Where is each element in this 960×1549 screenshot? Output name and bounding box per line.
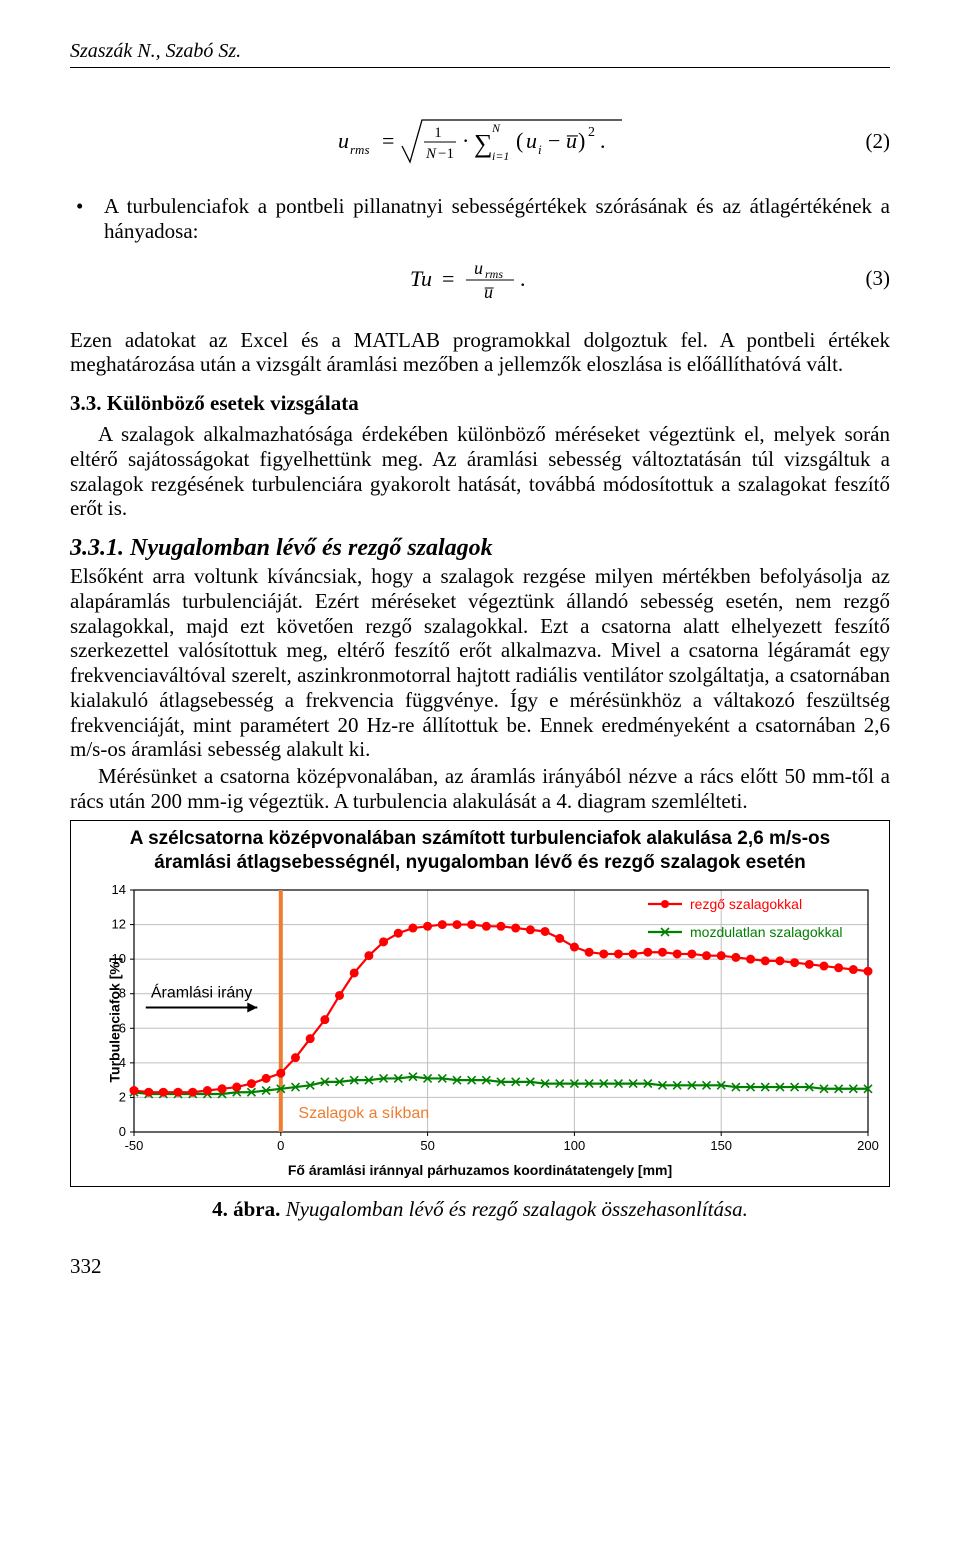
eq2-label: (2) <box>866 129 891 154</box>
figure-4-title: A szélcsatorna középvonalában számított … <box>120 827 840 875</box>
eq2-svg: u rms = 1 N −1 · ∑ N i=1 ( u i − u̅ ) 2 … <box>330 112 630 170</box>
svg-text:): ) <box>578 128 585 153</box>
svg-text:1: 1 <box>434 125 442 141</box>
page-number: 332 <box>70 1254 890 1279</box>
chart-area: Turbulenciafok [%] 02468101214-500501001… <box>80 880 880 1160</box>
svg-text:100: 100 <box>564 1138 586 1153</box>
svg-text:-50: -50 <box>125 1138 144 1153</box>
equation-3: Tu = u rms u̅ . (3) <box>70 254 890 304</box>
svg-text:2: 2 <box>588 125 595 140</box>
svg-text:−1: −1 <box>438 146 454 162</box>
svg-text:12: 12 <box>112 917 126 932</box>
svg-text:u: u <box>526 128 537 153</box>
svg-text:(: ( <box>516 128 523 153</box>
svg-text:i: i <box>538 142 542 157</box>
section-3-3-heading: 3.3. Különböző esetek vizsgálata <box>70 391 890 416</box>
svg-text:∑: ∑ <box>474 129 493 158</box>
svg-text:rms: rms <box>485 267 503 281</box>
subsection-3-3-1-heading: 3.3.1. Nyugalomban lévő és rezgő szalago… <box>70 535 890 562</box>
equation-2: u rms = 1 N −1 · ∑ N i=1 ( u i − u̅ ) 2 … <box>70 112 890 170</box>
svg-text:200: 200 <box>857 1138 879 1153</box>
svg-text:N: N <box>425 146 437 162</box>
figure-4-svg: 02468101214-50050100150200rezgő szalagok… <box>80 880 880 1160</box>
svg-text:14: 14 <box>112 882 126 897</box>
svg-text:u: u <box>474 258 483 278</box>
section-3-3-body: A szalagok alkalmazhatósága érdekében kü… <box>70 422 890 521</box>
svg-text:−: − <box>548 128 560 153</box>
svg-text:rms: rms <box>350 142 370 157</box>
svg-text:i=1: i=1 <box>492 149 509 163</box>
svg-text:Tu: Tu <box>410 266 432 291</box>
subsection-3-3-1-body1: Elsőként arra voltunk kíváncsiak, hogy a… <box>70 564 890 762</box>
bullet-turbulenciafok: • A turbulenciafok a pontbeli pillanatny… <box>70 194 890 244</box>
figure-4: A szélcsatorna középvonalában számított … <box>70 820 890 1188</box>
svg-text:=: = <box>382 128 394 153</box>
svg-text:u̅: u̅ <box>566 128 578 153</box>
caption-text: Nyugalomban lévő és rezgő szalagok össze… <box>280 1197 748 1221</box>
bullet-text: A turbulenciafok a pontbeli pillanatnyi … <box>104 194 890 244</box>
svg-text:mozdulatlan szalagokkal: mozdulatlan szalagokkal <box>690 924 843 940</box>
y-axis-label: Turbulenciafok [%] <box>106 958 122 1083</box>
svg-text:2: 2 <box>119 1090 126 1105</box>
bullet-dot: • <box>70 194 104 244</box>
svg-text:150: 150 <box>710 1138 732 1153</box>
svg-text:u̅: u̅ <box>484 282 494 302</box>
subsection-3-3-1-body2: Mérésünket a csatorna középvonalában, az… <box>70 764 890 814</box>
svg-text:rezgő szalagokkal: rezgő szalagokkal <box>690 896 802 912</box>
svg-text:0: 0 <box>277 1138 284 1153</box>
svg-text:50: 50 <box>420 1138 434 1153</box>
figure-4-caption: 4. ábra. Nyugalomban lévő és rezgő szala… <box>70 1197 890 1222</box>
eq3-label: (3) <box>866 266 891 291</box>
para-after-eq3: Ezen adatokat az Excel és a MATLAB progr… <box>70 328 890 378</box>
eq3-svg: Tu = u rms u̅ . <box>400 254 560 304</box>
svg-text:.: . <box>600 128 606 153</box>
svg-text:N: N <box>491 121 501 135</box>
header-authors: Szaszák N., Szabó Sz. <box>70 40 890 68</box>
svg-text:Áramlási irány: Áramlási irány <box>151 983 252 1002</box>
x-axis-label: Fő áramlási iránnyal párhuzamos koordiná… <box>79 1162 881 1178</box>
caption-label: 4. ábra. <box>212 1197 280 1221</box>
svg-text:Szalagok a síkban: Szalagok a síkban <box>298 1105 429 1122</box>
svg-text:.: . <box>520 266 526 291</box>
svg-text:·: · <box>462 128 469 153</box>
svg-text:u: u <box>338 128 349 153</box>
svg-text:=: = <box>442 266 454 291</box>
svg-text:0: 0 <box>119 1124 126 1139</box>
